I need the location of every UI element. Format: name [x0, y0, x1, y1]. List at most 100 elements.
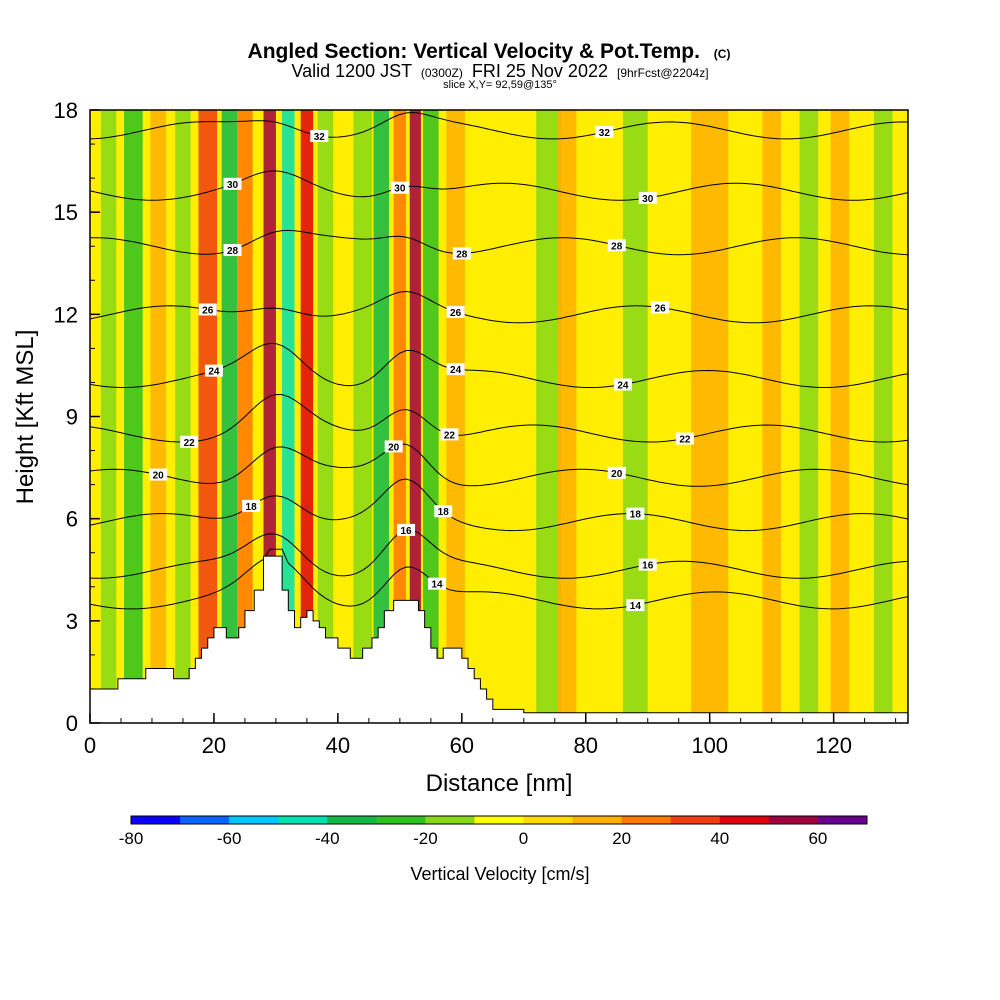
contour-label: 24: [450, 365, 462, 376]
contour-labels: 14 14 16 16 18 18 18 20 20 20 22 22 22 24 24 24 26 26 26 28…: [149, 125, 694, 612]
velocity-band: [446, 110, 465, 723]
colorbar-tick-label: 20: [612, 829, 631, 848]
velocity-band: [799, 110, 819, 723]
contour-label-bg: [149, 468, 168, 481]
svg-text:Angled Section: Vertical Veloc: Angled Section: Vertical Velocity & Pot.…: [248, 40, 731, 63]
colorbar-swatch: [278, 816, 328, 824]
terrain-profile: [90, 555, 908, 723]
contour-label-bg: [242, 499, 261, 512]
contour-label: 28: [227, 246, 239, 257]
contour-label: 26: [202, 305, 214, 316]
colorbar-swatch: [425, 816, 475, 824]
contour-label-bg: [397, 523, 416, 536]
contour-label-bg: [607, 239, 626, 252]
colorbar-swatch: [229, 816, 279, 824]
velocity-band: [423, 110, 439, 723]
colorbar-tick-label: 0: [519, 829, 528, 848]
contour-label: 20: [388, 442, 400, 453]
x-tick-label: 60: [450, 733, 474, 758]
contour-label-bg: [626, 507, 645, 520]
contour-label: 22: [184, 438, 196, 449]
vertical-velocity-field: [100, 110, 893, 723]
contour-label-bg: [223, 244, 242, 257]
y-tick-label: 15: [54, 200, 78, 225]
contour-label: 30: [394, 184, 406, 195]
velocity-band: [409, 110, 421, 723]
y-tick-label: 0: [66, 711, 78, 736]
velocity-band: [150, 110, 166, 723]
contour-label-bg: [428, 577, 447, 590]
x-tick-label: 20: [202, 733, 226, 758]
colorbar-swatch: [719, 816, 770, 824]
colorbar-frame: [130, 815, 868, 825]
contour-label-bg: [446, 363, 465, 376]
isentrope-line: [90, 529, 908, 579]
colorbar-swatch: [180, 816, 230, 824]
isentrope-line: [90, 548, 908, 610]
velocity-band: [221, 110, 238, 723]
chart-title-block: Angled Section: Vertical Velocity & Pot.…: [248, 40, 731, 91]
contour-label: 18: [630, 510, 642, 521]
isentrope-line: [90, 342, 908, 388]
contour-label-bg: [390, 181, 409, 194]
contour-label-bg: [204, 364, 223, 377]
contour-label: 30: [227, 180, 239, 191]
velocity-band: [100, 110, 117, 723]
forecast-info: [9hrFcst@2204z]: [617, 66, 709, 80]
velocity-band: [353, 110, 372, 723]
contour-label-bg: [607, 466, 626, 479]
plot-area: [90, 110, 908, 723]
x-axis-label: Distance [nm]: [426, 770, 573, 797]
contour-label: 16: [642, 561, 654, 572]
contour-label-bg: [180, 435, 199, 448]
colorbar-swatch: [768, 816, 819, 824]
contour-label: 28: [456, 249, 468, 260]
contour-label-bg: [223, 177, 242, 190]
contour-label: 30: [642, 194, 654, 205]
colorbar-swatch: [572, 816, 623, 824]
contour-label: 24: [617, 381, 629, 392]
valid-time: Valid 1200 JST: [291, 61, 412, 81]
contour-label-bg: [613, 378, 632, 391]
velocity-band: [557, 110, 577, 723]
colorbar-swatch: [817, 816, 868, 824]
colorbar: -80 -60 -40 -20 0 20 40 60: [119, 815, 868, 848]
contour-label: 26: [450, 308, 462, 319]
colorbar-tick-label: -80: [119, 829, 144, 848]
colorbar-swatch: [327, 816, 377, 824]
contour-label: 20: [611, 469, 623, 480]
contour-label-bg: [595, 125, 614, 138]
contour-label-bg: [434, 505, 453, 518]
contour-label-bg: [638, 191, 657, 204]
colorbar-tick-label: 60: [808, 829, 827, 848]
valid-zulu: (0300Z): [421, 66, 463, 80]
y-tick-label: 18: [54, 98, 78, 123]
colorbar-swatch: [131, 816, 181, 824]
chart-title-tag: (C): [714, 47, 731, 61]
contour-label: 18: [246, 502, 258, 513]
contour-label: 22: [679, 435, 691, 446]
colorbar-tick-label: -40: [315, 829, 340, 848]
contour-label-bg: [675, 432, 694, 445]
contour-label-bg: [440, 428, 459, 441]
valid-date: FRI 25 Nov 2022: [472, 61, 608, 81]
isentrope-line: [90, 443, 908, 487]
contour-label: 14: [630, 601, 642, 612]
velocity-band: [873, 110, 893, 723]
contour-label-bg: [198, 303, 217, 316]
contour-label: 28: [611, 241, 623, 252]
x-tick-label: 0: [84, 733, 96, 758]
y-axis-label: Height [Kft MSL]: [12, 330, 39, 505]
contour-label: 32: [599, 128, 611, 139]
isentrope-line: [90, 290, 908, 324]
x-tick-label: 80: [574, 733, 598, 758]
velocity-band: [175, 110, 191, 723]
contour-label-bg: [638, 558, 657, 571]
velocity-band: [393, 110, 407, 723]
contour-label: 18: [438, 507, 450, 518]
axes: 0 20 40 60 80 100 120 0 3 6 9 12 15 18: [54, 98, 897, 758]
contour-label-bg: [384, 440, 403, 453]
velocity-band: [198, 110, 218, 723]
x-tick-label: 40: [326, 733, 350, 758]
contour-label-bg: [626, 599, 645, 612]
